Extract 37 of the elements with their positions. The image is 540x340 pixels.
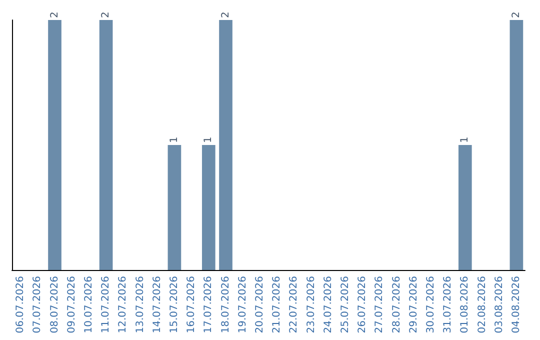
x-tick-label: 16.07.2026	[186, 276, 198, 334]
data-label: 1	[168, 136, 180, 143]
x-tick-label: 28.07.2026	[391, 276, 402, 334]
x-tick-label: 22.07.2026	[288, 276, 300, 334]
x-tick-label: 10.07.2026	[83, 276, 94, 334]
data-label: 1	[203, 136, 214, 143]
x-tick-label: 18.07.2026	[220, 276, 232, 334]
x-tick-label: 25.07.2026	[340, 276, 351, 334]
data-label: 2	[49, 12, 60, 18]
x-tick-label: 06.07.2026	[15, 276, 26, 334]
data-label: 2	[510, 12, 522, 18]
x-tick-label: 19.07.2026	[237, 276, 248, 334]
x-tick-label: 13.07.2026	[134, 276, 146, 334]
x-tick-label: 21.07.2026	[272, 276, 283, 334]
x-tick-label: 02.08.2026	[476, 276, 488, 334]
x-tick-label: 07.07.2026	[32, 276, 44, 334]
x-tick-label: 20.07.2026	[254, 276, 266, 334]
data-label: 1	[460, 136, 471, 143]
x-tick-label: 04.08.2026	[510, 276, 522, 334]
x-tick-label: 29.07.2026	[408, 276, 420, 334]
x-tick-label: 14.07.2026	[152, 276, 163, 334]
x-tick-label: 15.07.2026	[168, 276, 180, 334]
x-tick-label: 11.07.2026	[100, 276, 112, 334]
x-tick-label: 08.07.2026	[49, 276, 60, 334]
x-tick-label: 27.07.2026	[374, 276, 386, 334]
x-tick-label: 31.07.2026	[442, 276, 454, 334]
x-tick-label: 23.07.2026	[306, 276, 317, 334]
x-tick-label: 12.07.2026	[118, 276, 129, 334]
x-tick-label: 09.07.2026	[66, 276, 78, 334]
x-tick-label: 17.07.2026	[203, 276, 214, 334]
x-tick-label: 24.07.2026	[322, 276, 334, 334]
x-tick-label: 26.07.2026	[357, 276, 368, 334]
data-label: 2	[100, 12, 112, 18]
x-tick-label: 30.07.2026	[425, 276, 436, 334]
x-tick-label: 03.08.2026	[494, 276, 505, 334]
data-label: 2	[220, 12, 232, 18]
x-tick-label: 01.08.2026	[460, 276, 471, 334]
